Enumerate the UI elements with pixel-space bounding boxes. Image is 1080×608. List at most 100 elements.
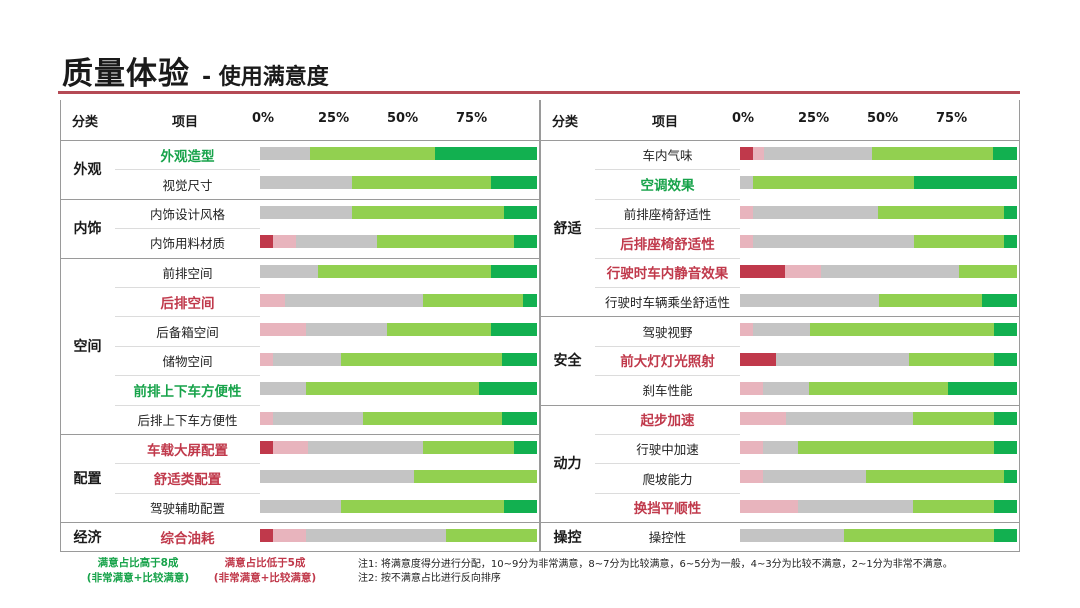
row-divider — [115, 463, 260, 465]
legend-good: 满意占比高于8成 (非常满意+比较满意) — [78, 556, 198, 586]
bar-segment — [284, 294, 424, 307]
table-header: 分类 项目 0% 25% 50% 75% — [540, 100, 1020, 141]
item-label: 后排上下车方便性 — [137, 412, 238, 428]
row-divider — [595, 463, 740, 465]
item-label: 后备箱空间 — [156, 324, 219, 340]
bar-segment — [503, 499, 537, 513]
tick-label-75: 75% — [456, 111, 488, 126]
category-label: 操控 — [553, 529, 582, 546]
group-divider — [540, 316, 1020, 318]
bar-segment — [752, 235, 914, 249]
bar-segment — [740, 382, 763, 396]
chart-row: 后排上下车方便性 — [115, 405, 540, 434]
stacked-bar — [740, 147, 1017, 160]
bar-segment — [501, 411, 537, 425]
bar-segment — [514, 235, 537, 249]
bar-segment — [994, 499, 1017, 513]
stacked-bar — [740, 352, 1017, 366]
bar-segment — [341, 499, 504, 513]
table-header: 分类 项目 0% 25% 50% 75% — [60, 100, 540, 141]
chart-row: 行驶中加速 — [595, 434, 1020, 463]
bar-segment — [740, 411, 786, 425]
legend-good-line1: 满意占比高于8成 — [97, 557, 179, 569]
note-2: 注2: 按不满意占比进行反向排序 — [358, 573, 501, 584]
category-label: 内饰 — [73, 221, 102, 238]
stacked-bar — [260, 382, 537, 396]
bar-segment — [994, 411, 1017, 425]
bar-segment — [740, 264, 786, 278]
bar-segment — [260, 205, 353, 219]
row-divider — [595, 228, 740, 230]
bar-segment — [762, 470, 866, 484]
item-label: 舒适类配置 — [153, 472, 222, 489]
bar-segment — [871, 147, 994, 160]
bar-segment — [959, 264, 1017, 278]
bar-segment — [740, 499, 799, 513]
bar-segment — [752, 176, 914, 190]
chart-row: 舒适类配置 — [115, 463, 540, 492]
bar-segment — [272, 235, 296, 249]
item-label: 空调效果 — [640, 178, 695, 195]
chart-row: 前排上下车方便性 — [115, 375, 540, 404]
bar-segment — [272, 352, 341, 366]
row-divider — [115, 169, 260, 171]
bar-segment — [752, 323, 811, 337]
bar-segment — [272, 529, 306, 543]
bar-segment — [994, 441, 1017, 454]
bar-segment — [305, 382, 479, 396]
stacked-bar — [260, 323, 537, 337]
chart-row: 后排空间 — [115, 287, 540, 316]
chart-row: 综合油耗 — [115, 522, 540, 551]
bar-segment — [994, 323, 1017, 337]
item-label: 储物空间 — [162, 353, 213, 369]
item-label: 外观造型 — [160, 148, 215, 165]
bar-segment — [878, 294, 982, 307]
row-divider — [595, 257, 740, 259]
bar-segment — [491, 264, 537, 278]
item-label: 爬坡能力 — [642, 471, 693, 487]
stacked-bar — [740, 264, 1017, 278]
bar-segment — [740, 441, 763, 454]
title-main: 质量体验 — [62, 56, 190, 92]
bar-segment — [808, 382, 949, 396]
left-chart-panel: 分类 项目 0% 25% 50% 75% 外观 外观造型 视觉尺寸 内饰 内饰设计风格内… — [60, 100, 540, 552]
chart-row: 换挡平顺性 — [595, 493, 1020, 522]
bar-segment — [514, 441, 537, 454]
row-divider — [115, 375, 260, 377]
right-chart-panel: 分类 项目 0% 25% 50% 75% 舒适 车内气味 空调效果 前排座椅舒适性 后排… — [540, 100, 1020, 552]
bar-segment — [981, 294, 1017, 307]
chart-row: 驾驶视野 — [595, 316, 1020, 345]
row-divider — [595, 375, 740, 377]
bar-segment — [260, 411, 273, 425]
bar-segment — [376, 235, 515, 249]
legend-bad: 满意占比低于5成 (非常满意+比较满意) — [205, 556, 325, 586]
bar-segment — [740, 352, 776, 366]
chart-row: 行驶时车内静音效果 — [595, 258, 1020, 287]
group-divider — [540, 404, 1020, 406]
chart-row: 空调效果 — [595, 169, 1020, 198]
category-label: 安全 — [553, 353, 582, 370]
bar-segment — [260, 235, 273, 249]
bar-segment — [798, 441, 995, 454]
bar-segment — [422, 441, 515, 454]
bar-segment — [762, 441, 799, 454]
bar-segment — [295, 235, 377, 249]
bar-segment — [740, 470, 763, 484]
chart-row: 前排空间 — [115, 258, 540, 287]
bar-segment — [785, 411, 913, 425]
item-label: 行驶时车辆乘坐舒适性 — [604, 295, 730, 311]
stacked-bar — [260, 441, 537, 454]
stacked-bar — [260, 264, 537, 278]
stacked-bar — [260, 499, 537, 513]
bar-segment — [785, 264, 821, 278]
bar-segment — [740, 323, 753, 337]
bar-segment — [912, 411, 995, 425]
chart-row: 前大灯灯光照射 — [595, 346, 1020, 375]
bar-segment — [491, 323, 537, 337]
stacked-bar — [260, 470, 537, 484]
page-title: 质量体验 - 使用满意度 — [62, 48, 329, 92]
bar-segment — [308, 441, 423, 454]
bar-segment — [423, 294, 524, 307]
chart-row: 行驶时车辆乘坐舒适性 — [595, 287, 1020, 316]
stacked-bar — [260, 147, 537, 160]
